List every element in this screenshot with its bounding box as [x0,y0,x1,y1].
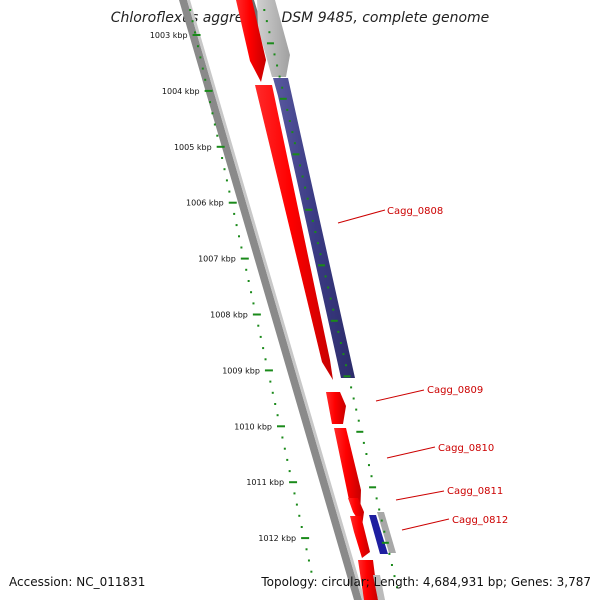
tick-label: 1007 kbp [198,255,236,264]
gene-label: Cagg_0811 [447,486,503,497]
gene-label: Cagg_0810 [438,443,494,454]
feature-bottom-grey [373,575,385,600]
gene-arrow-cagg-0811 [334,428,361,518]
gene-label-leader-line [401,518,450,531]
feature-blue-small [369,515,388,554]
gene-labels: Cagg_0808 Cagg_0809 Cagg_0810 Cagg_0811 Cagg… [337,206,508,531]
gene-label: Cagg_0812 [452,515,508,526]
gene-label-leader-line [386,446,436,459]
gene-label: Cagg_0808 [387,206,443,217]
gene-label-leader-line [375,389,425,402]
tick-labels: 1003 kbp 1004 kbp 1005 kbp 1006 kbp 1007 kbp… [150,31,296,543]
tick-label: 1009 kbp [222,366,260,375]
map-title: Chloroflexus aggregans DSM 9485, complet… [110,10,490,26]
tick-label: 1004 kbp [162,87,200,96]
tick-label: 1012 kbp [258,534,296,543]
gene-arrow-cagg-0810 [326,392,346,424]
gene-label-leader-line [337,209,386,224]
tick-label: 1003 kbp [150,31,188,40]
tick-label: 1008 kbp [210,311,248,320]
gene-arrow-top [236,0,266,82]
tick-label: 1011 kbp [246,478,284,487]
gene-label: Cagg_0809 [427,385,483,396]
feature-top-grey-2 [257,0,290,77]
accession-text: Accession: NC_011831 [9,575,146,589]
backbone-line [179,0,362,600]
backbone-line-light [187,0,365,600]
tick-label: 1005 kbp [174,143,212,152]
gene-arrow-cagg-0808 [273,78,355,378]
tick-marks-major [192,34,389,544]
genome-stats-text: Topology: circular; Length: 4,684,931 bp… [261,575,591,589]
gene-label-leader-line [395,490,445,501]
gene-arrow-cagg-0809 [255,85,333,380]
gene-arrow-next [350,516,370,558]
feature-grey-small [377,512,396,553]
tick-label: 1006 kbp [186,199,224,208]
gene-arrow-bottom [358,560,378,600]
tick-marks-minor [189,9,399,589]
tick-label: 1010 kbp [234,422,272,431]
